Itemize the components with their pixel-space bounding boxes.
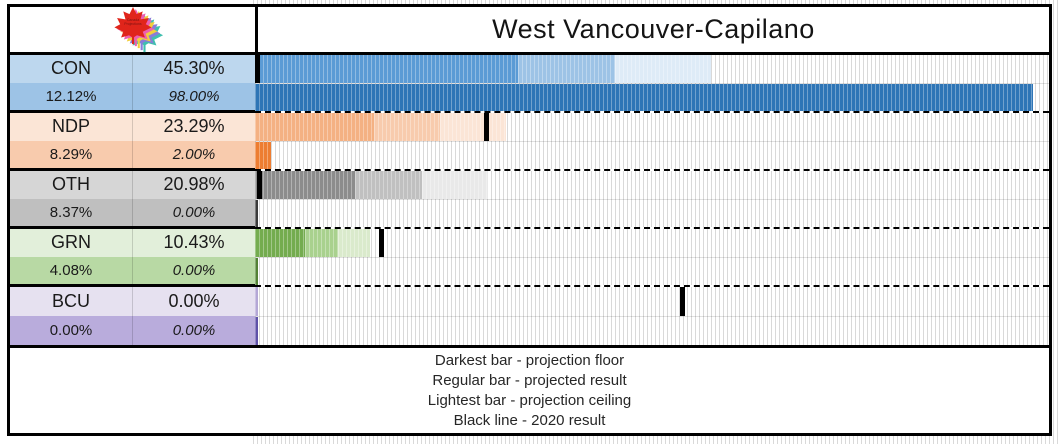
party-code-cell: CON [10, 55, 133, 83]
projected-result-bar [305, 229, 339, 257]
projected-value-cell: 0.00% [168, 291, 220, 311]
legend-line-ceiling: Lightest bar - projection ceiling [427, 392, 632, 409]
table-row-probability: 12.12% 98.00% [10, 82, 255, 110]
win-probability-bar [255, 141, 271, 169]
projection-ceiling-bar [337, 229, 371, 257]
projection-bar-row [255, 287, 1049, 317]
plot-pair-con [255, 55, 1049, 113]
legend-box: Darkest bar - projection floor Regular b… [7, 345, 1052, 436]
probability-bar-row [255, 141, 1049, 169]
win-probability-bar [255, 83, 1034, 111]
party-results-table: CON 45.30% 12.12% 98.00% NDP 23.29% 8.29% 2.00%… [7, 55, 255, 345]
table-row-projection: CON 45.30% [10, 55, 255, 83]
projected-result-bar [355, 171, 423, 199]
win-probability-cell: 2.00% [172, 145, 216, 163]
projection-bar-row [255, 113, 1049, 142]
projection-floor-bar [255, 171, 356, 199]
win-probability-cell: 98.00% [168, 87, 220, 105]
projection-ceiling-bar [421, 171, 489, 199]
projection-bar-row [255, 229, 1049, 258]
margin-value-cell: 8.29% [10, 140, 133, 168]
probability-bar-row [255, 316, 1049, 345]
probability-bar-row [255, 199, 1049, 227]
result-2020-line [378, 229, 384, 257]
win-probability-cell: 0.00% [172, 261, 216, 279]
legend-line-2020: Black line - 2020 result [453, 412, 606, 429]
table-row-probability: 8.29% 2.00% [10, 140, 255, 168]
projected-result-bar [374, 113, 440, 141]
projection-bar-row [255, 55, 1049, 84]
result-2020-line [257, 171, 263, 199]
logo-text: Canada [126, 18, 138, 22]
projected-value-cell: 20.98% [163, 174, 225, 195]
plot-pair-bcu [255, 287, 1049, 345]
probability-bar-row [255, 83, 1049, 111]
projection-floor-bar [255, 229, 306, 257]
table-row-projection: BCU 0.00% [10, 287, 255, 316]
plot-pair-ndp [255, 113, 1049, 171]
table-row-probability: 8.37% 0.00% [10, 198, 255, 226]
win-probability-cell: 0.00% [172, 322, 216, 339]
logo-box: Canada Projections [7, 4, 258, 55]
table-pair-con: CON 45.30% 12.12% 98.00% [10, 55, 255, 113]
projected-result-bar [518, 55, 615, 83]
margin-value-cell: 4.08% [10, 256, 133, 284]
probability-bar-row [255, 257, 1049, 285]
party-code-cell: GRN [10, 229, 133, 257]
table-row-projection: OTH 20.98% [10, 171, 255, 199]
legend-line-result: Regular bar - projected result [432, 372, 627, 389]
win-probability-bar [255, 316, 258, 345]
win-probability-cell: 0.00% [172, 203, 216, 221]
party-code-cell: NDP [10, 113, 133, 141]
win-probability-bar [255, 199, 258, 227]
table-pair-oth: OTH 20.98% 8.37% 0.00% [10, 171, 255, 229]
projection-ceiling-bar [614, 55, 712, 83]
plot-pair-oth [255, 171, 1049, 229]
table-row-projection: NDP 23.29% [10, 113, 255, 141]
win-probability-bar [255, 257, 258, 285]
margin-value-cell: 12.12% [10, 82, 133, 110]
projected-value-cell: 23.29% [163, 116, 225, 137]
result-2020-line [680, 287, 686, 316]
maple-leaf-layer [113, 6, 152, 44]
table-row-projection: GRN 10.43% [10, 229, 255, 257]
projection-ceiling-bar [439, 113, 506, 141]
table-pair-grn: GRN 10.43% 4.08% 0.00% [10, 229, 255, 287]
projection-bar-row [255, 171, 1049, 200]
riding-title: West Vancouver-Capilano [492, 14, 815, 44]
projection-floor-bar [255, 55, 519, 83]
riding-title-box: West Vancouver-Capilano [255, 4, 1052, 55]
legend-line-floor: Darkest bar - projection floor [434, 352, 625, 369]
result-2020-line [255, 55, 260, 83]
projection-bar-plot [255, 55, 1052, 345]
table-pair-bcu: BCU 0.00% 0.00% 0.00% [10, 287, 255, 345]
margin-value-cell: 8.37% [10, 198, 133, 226]
projected-value-cell: 45.30% [163, 58, 225, 79]
party-code-cell: OTH [10, 171, 133, 199]
table-row-probability: 4.08% 0.00% [10, 256, 255, 284]
margin-value-cell: 0.00% [10, 316, 133, 345]
party-code-cell: BCU [10, 287, 133, 316]
projection-floor-bar [255, 113, 375, 141]
projected-value-cell: 10.43% [163, 232, 225, 253]
result-2020-line [483, 113, 489, 141]
logo-text: Projections [124, 22, 142, 26]
table-pair-ndp: NDP 23.29% 8.29% 2.00% [10, 113, 255, 171]
plot-pair-grn [255, 229, 1049, 287]
table-row-probability: 0.00% 0.00% [10, 316, 255, 345]
projection-floor-bar [255, 287, 258, 316]
